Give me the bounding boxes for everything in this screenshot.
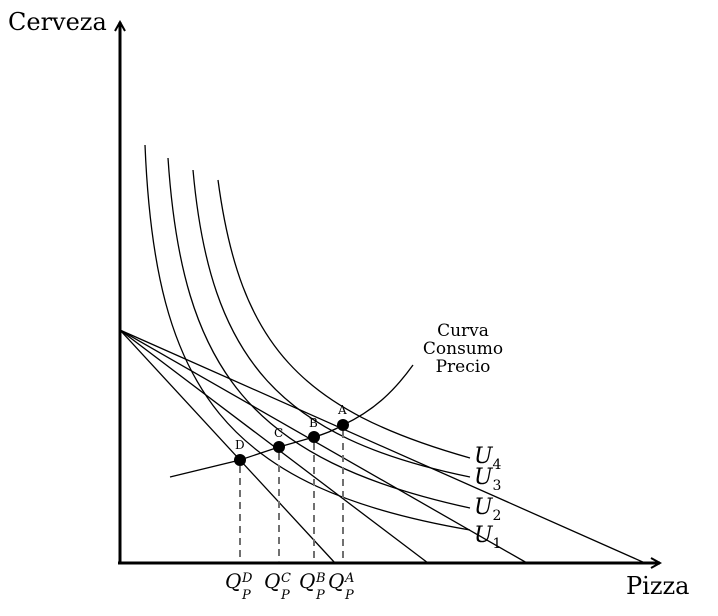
label-u1-letter: U: [474, 523, 494, 548]
point-label-b: B: [309, 416, 318, 430]
label-u4-letter: U: [474, 444, 494, 469]
budget-line-b: [119, 329, 528, 564]
quantity-label-a-sub: P: [344, 588, 354, 603]
quantity-label-c-base: Q: [264, 569, 280, 593]
label-u1-index: 1: [493, 536, 502, 552]
budget-line-a: [119, 329, 646, 564]
point-label-a: A: [337, 403, 347, 417]
quantity-label-a-base: Q: [328, 569, 344, 593]
point-c: [273, 441, 285, 453]
quantity-label-b-sub: P: [315, 588, 325, 603]
label-u4-index: 4: [493, 457, 502, 473]
budget-lines: [119, 329, 646, 564]
quantity-guides: [239, 431, 344, 562]
point-a: [337, 419, 349, 431]
label-u3: U3: [474, 465, 501, 494]
quantity-label-b: Q B P: [299, 569, 326, 603]
indifference-curve-u3: [192, 169, 471, 478]
quantity-label-a: Q A P: [328, 569, 354, 603]
quantity-label-d-base: Q: [225, 569, 241, 593]
label-u2-letter: U: [474, 495, 494, 520]
label-u1: U1: [474, 523, 501, 552]
point-d: [234, 454, 246, 466]
label-u2: U2: [474, 495, 501, 524]
curve-annotation-line1: Curva: [437, 321, 489, 341]
quantity-label-b-base: Q: [299, 569, 315, 593]
label-u3-index: 3: [493, 478, 502, 494]
quantity-label-c-sup: C: [281, 571, 291, 586]
indifference-curve-u2: [167, 157, 471, 509]
label-u4: U4: [474, 444, 502, 473]
point-b: [308, 431, 320, 443]
quantity-label-d: Q D P: [225, 569, 253, 603]
quantity-label-d-sub: P: [241, 588, 251, 603]
label-u2-index: 2: [493, 508, 502, 524]
indifference-curves: [144, 144, 471, 531]
equilibrium-points: [234, 419, 349, 466]
point-label-c: C: [274, 426, 283, 440]
label-u3-letter: U: [474, 465, 494, 490]
budget-line-d: [119, 329, 336, 564]
x-axis-title: Pizza: [626, 572, 689, 600]
point-label-d: D: [235, 438, 245, 452]
curve-annotation: Curva Consumo Precio: [423, 321, 503, 377]
quantity-label-b-sup: B: [315, 571, 326, 586]
quantity-label-c-sub: P: [280, 588, 290, 603]
quantity-label-a-sup: A: [344, 571, 354, 586]
quantity-label-d-sup: D: [241, 571, 253, 586]
quantity-label-c: Q C P: [264, 569, 291, 603]
indifference-curve-u1: [144, 144, 471, 531]
curve-annotation-line2: Consumo: [423, 339, 503, 359]
indifference-curve-u4: [217, 179, 471, 459]
curve-annotation-line3: Precio: [436, 357, 491, 377]
y-axis-title: Cerveza: [8, 8, 107, 36]
